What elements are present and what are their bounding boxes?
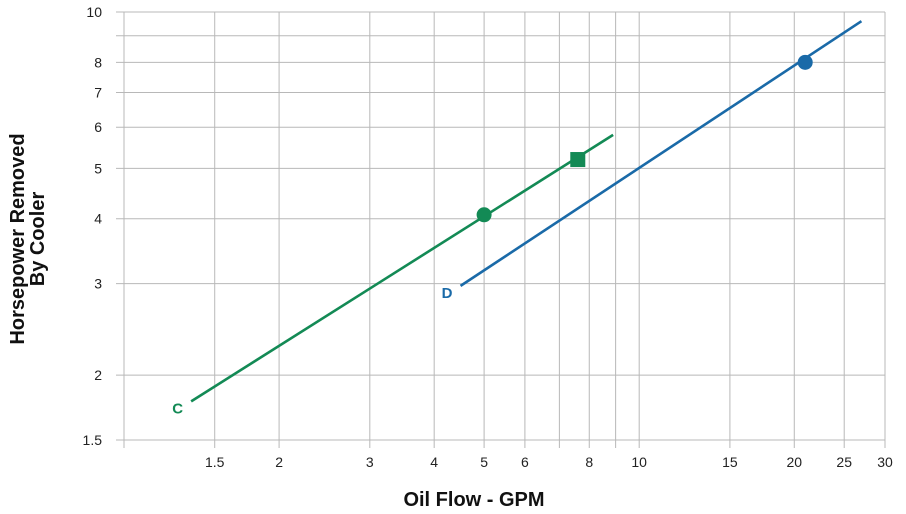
x-axis-title: Oil Flow - GPM bbox=[403, 489, 544, 511]
x-tick-label: 6 bbox=[521, 454, 529, 470]
x-tick-label: 10 bbox=[631, 454, 647, 470]
x-tick-label: 30 bbox=[877, 454, 893, 470]
y-tick-label: 6 bbox=[94, 119, 102, 135]
x-tick-label: 20 bbox=[786, 454, 802, 470]
y-tick-label: 8 bbox=[94, 54, 102, 70]
y-axis-title-line-1: Horsepower Removed bbox=[7, 133, 29, 344]
y-tick-label: 2 bbox=[94, 367, 102, 383]
x-tick-label: 3 bbox=[366, 454, 374, 470]
x-tick-label: 1.5 bbox=[205, 454, 225, 470]
y-tick-label: 1.5 bbox=[83, 432, 103, 448]
y-axis-title-line-2: By Cooler bbox=[27, 192, 49, 287]
x-tick-label: 25 bbox=[836, 454, 852, 470]
series-c-label: C bbox=[172, 400, 183, 417]
x-tick-label: 8 bbox=[585, 454, 593, 470]
x-tick-label: 4 bbox=[430, 454, 438, 470]
series-d-label: D bbox=[442, 285, 453, 302]
series-c-line bbox=[190, 133, 614, 403]
series-d-circle-marker bbox=[797, 54, 813, 70]
series-layer: CD bbox=[172, 20, 863, 417]
x-tick-label: 15 bbox=[722, 454, 738, 470]
series-c-circle-marker bbox=[476, 207, 492, 223]
x-tick-label: 2 bbox=[275, 454, 283, 470]
y-axis-title: Horsepower Removed By Cooler bbox=[7, 133, 49, 344]
series-c-square-marker bbox=[570, 152, 586, 168]
gridlines bbox=[116, 11, 886, 448]
y-tick-label: 7 bbox=[94, 84, 102, 100]
y-tick-label: 10 bbox=[86, 4, 102, 20]
y-tick-label: 5 bbox=[94, 160, 102, 176]
x-tick-labels: 1.5 2 3 4 5 6 8 10 15 20 25 30 bbox=[205, 454, 893, 470]
y-tick-label: 3 bbox=[94, 276, 102, 292]
series-d-line bbox=[459, 20, 863, 287]
x-tick-label: 5 bbox=[480, 454, 488, 470]
y-tick-labels: 1.5 2 3 4 5 6 7 8 10 bbox=[83, 4, 103, 448]
y-tick-label: 4 bbox=[94, 211, 102, 227]
